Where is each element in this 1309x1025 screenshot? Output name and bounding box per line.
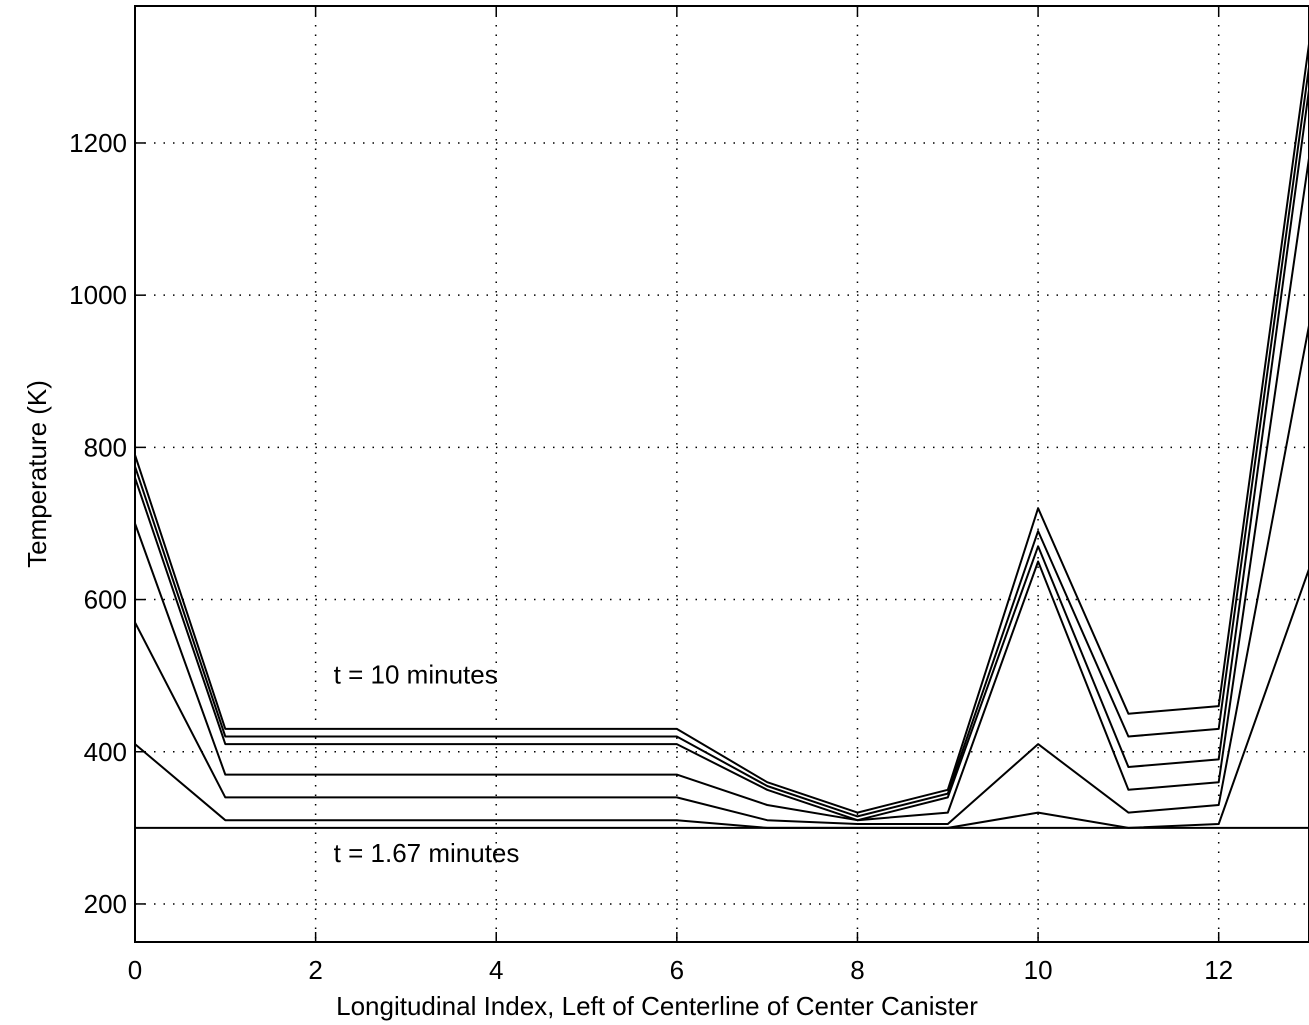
series-line-6 [134, 43, 1309, 814]
x-tick-label: 10 [1024, 955, 1053, 985]
y-axis-label: Temperature (K) [22, 380, 52, 568]
x-tick-label: 0 [128, 955, 142, 985]
series-line-1 [134, 568, 1309, 829]
y-tick-label: 400 [84, 737, 127, 767]
x-tick-label: 12 [1204, 955, 1233, 985]
x-tick-label: 4 [489, 955, 503, 985]
tick-labels: 0 2 4 6 8 10 12 200 400 600 800 1000 1200 [69, 128, 1233, 985]
series-line-4 [134, 89, 1309, 822]
annotation-t-10-minutes: t = 10 minutes [334, 659, 498, 689]
annotation-t-1-67-minutes: t = 1.67 minutes [334, 838, 520, 868]
y-tick-label: 1000 [69, 280, 127, 310]
grid-lines [135, 6, 1309, 942]
series-line-3 [134, 158, 1309, 822]
series-line-2 [134, 325, 1309, 825]
x-tick-label: 2 [308, 955, 322, 985]
x-tick-label: 8 [850, 955, 864, 985]
axis-ticks [134, 6, 1220, 942]
series-group [134, 43, 1309, 829]
y-tick-label: 600 [84, 585, 127, 615]
x-tick-label: 6 [670, 955, 684, 985]
x-axis-label: Longitudinal Index, Left of Centerline o… [336, 991, 978, 1021]
y-tick-label: 800 [84, 432, 127, 462]
y-tick-label: 200 [84, 889, 127, 919]
y-tick-label: 1200 [69, 128, 127, 158]
plot-frame [134, 5, 1309, 943]
series-line-5 [134, 66, 1309, 818]
